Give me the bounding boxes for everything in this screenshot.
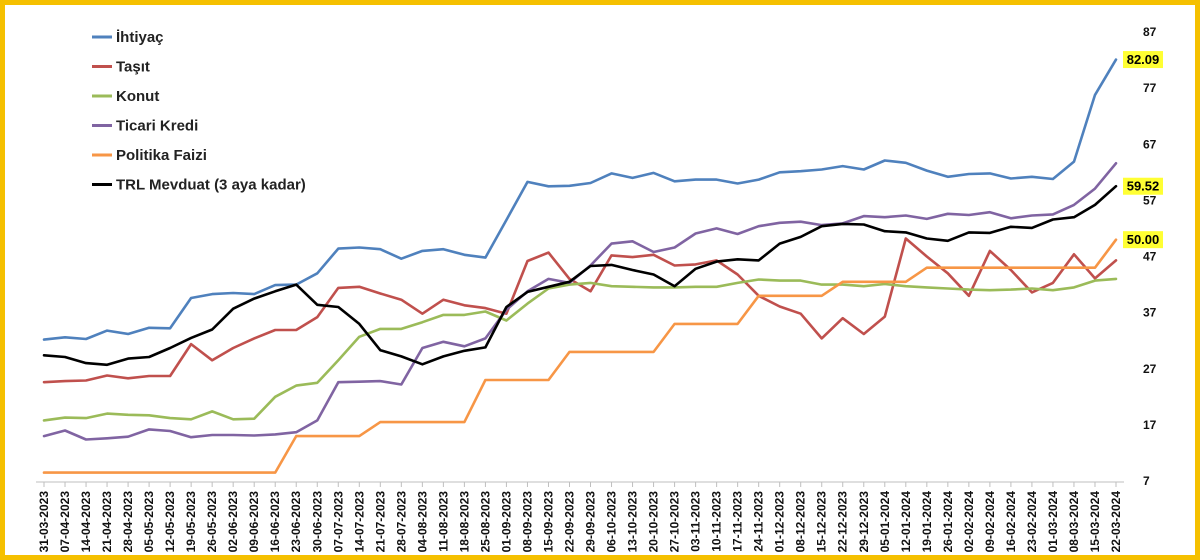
legend-label: İhtiyaç [116, 29, 164, 46]
y-tick-label: 47 [1143, 250, 1157, 264]
x-tick-label: 26-05-2023 [205, 491, 219, 553]
y-tick-label: 77 [1143, 81, 1157, 95]
x-tick-label: 22-03-2024 [1109, 491, 1123, 553]
x-tick-label: 01-09-2023 [499, 491, 513, 553]
x-tick-label: 09-02-2024 [983, 491, 997, 553]
legend-label: Politika Faizi [116, 147, 207, 164]
y-tick-label: 57 [1143, 193, 1157, 207]
x-tick-label: 01-12-2023 [773, 491, 787, 553]
y-tick-label: 67 [1143, 137, 1157, 151]
x-tick-label: 24-11-2023 [752, 491, 766, 552]
series-line [42, 184, 1118, 367]
x-tick-label: 12-05-2023 [163, 491, 177, 553]
x-tick-label: 14-07-2023 [352, 491, 366, 553]
end-value-label: 59.52 [1127, 179, 1160, 194]
x-tick-label: 02-06-2023 [226, 491, 240, 553]
x-tick-label: 22-09-2023 [562, 491, 576, 553]
x-tick-label: 05-01-2024 [878, 491, 892, 553]
x-tick-label: 16-06-2023 [268, 491, 282, 553]
x-tick-label: 25-08-2023 [478, 491, 492, 553]
legend-label: Ticari Kredi [116, 118, 198, 135]
series-line [42, 237, 1118, 384]
x-tick-label: 06-10-2023 [605, 491, 619, 553]
x-tick-label: 04-08-2023 [415, 491, 429, 553]
x-tick-label: 27-10-2023 [668, 491, 682, 553]
x-tick-label: 14-04-2023 [79, 491, 93, 553]
x-tick-label: 08-03-2024 [1067, 491, 1081, 553]
x-tick-label: 03-11-2023 [689, 491, 703, 552]
x-tick-label: 23-06-2023 [289, 491, 303, 553]
y-tick-label: 27 [1143, 362, 1157, 376]
x-tick-label: 11-08-2023 [436, 491, 450, 552]
x-tick-label: 26-01-2024 [941, 491, 955, 553]
legend-label: TRL Mevduat (3 aya kadar) [116, 177, 306, 194]
x-tick-label: 28-04-2023 [121, 491, 135, 553]
x-tick-label: 31-03-2023 [37, 491, 51, 553]
series-line [42, 277, 1118, 422]
x-tick-label: 28-07-2023 [394, 491, 408, 553]
x-tick-label: 08-09-2023 [520, 491, 534, 553]
end-value-badge [1123, 177, 1163, 195]
end-value-label: 82.09 [1127, 52, 1160, 67]
x-tick-label: 12-01-2024 [899, 491, 913, 553]
x-tick-label: 07-04-2023 [58, 491, 72, 553]
x-tick-label: 19-05-2023 [184, 491, 198, 553]
x-tick-label: 17-11-2023 [731, 491, 745, 552]
end-value-badge [1123, 51, 1163, 69]
x-tick-label: 13-10-2023 [626, 491, 640, 553]
x-tick-label: 05-05-2023 [142, 491, 156, 553]
x-tick-label: 07-07-2023 [331, 491, 345, 553]
x-tick-label: 15-12-2023 [815, 491, 829, 553]
x-tick-label: 30-06-2023 [310, 491, 324, 553]
x-tick-label: 09-06-2023 [247, 491, 261, 553]
x-tick-label: 01-03-2024 [1046, 491, 1060, 553]
x-tick-label: 18-08-2023 [457, 491, 471, 553]
x-tick-label: 29-09-2023 [584, 491, 598, 553]
x-tick-label: 21-07-2023 [373, 491, 387, 553]
x-tick-label: 10-11-2023 [710, 491, 724, 552]
series-line [42, 238, 1118, 474]
series-line [42, 58, 1118, 341]
y-tick-label: 37 [1143, 306, 1157, 320]
x-tick-label: 29-12-2023 [857, 491, 871, 553]
x-tick-label: 15-03-2024 [1088, 491, 1102, 553]
end-value-label: 50.00 [1127, 232, 1160, 247]
y-tick-label: 87 [1143, 25, 1157, 39]
y-tick-label: 7 [1143, 474, 1150, 488]
x-tick-label: 02-02-2024 [962, 491, 976, 553]
x-tick-label: 08-12-2023 [794, 491, 808, 553]
x-tick-label: 19-01-2024 [920, 491, 934, 553]
legend-label: Konut [116, 88, 159, 105]
legend-label: Taşıt [116, 59, 150, 76]
x-tick-label: 22-12-2023 [836, 491, 850, 553]
end-value-badge [1123, 231, 1163, 249]
x-tick-label: 15-09-2023 [541, 491, 555, 553]
series-line [42, 162, 1118, 441]
x-tick-label: 20-10-2023 [647, 491, 661, 553]
x-tick-label: 16-02-2024 [1004, 491, 1018, 553]
x-tick-label: 23-02-2024 [1025, 491, 1039, 553]
x-tick-label: 21-04-2023 [100, 491, 114, 553]
y-tick-label: 17 [1143, 418, 1157, 432]
